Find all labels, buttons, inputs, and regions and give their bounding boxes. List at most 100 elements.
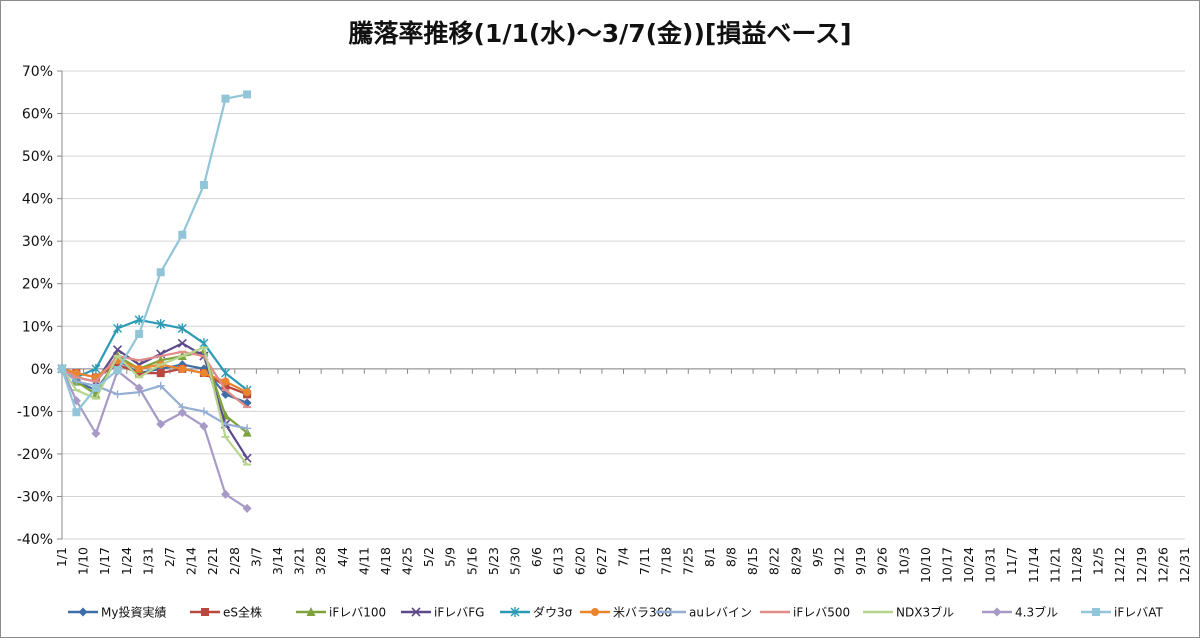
y-tick-label: 70% [22, 64, 53, 80]
x-tick-label: 7/4 [616, 547, 631, 567]
y-tick-label: 60% [22, 107, 53, 123]
data-point-marker [510, 607, 520, 617]
x-tick-label: 1/24 [119, 547, 134, 575]
series-line [61, 359, 248, 394]
x-tick-label: 10/10 [918, 547, 933, 583]
x-tick-label: 8/1 [702, 547, 717, 567]
x-tick-label: 12/31 [1177, 547, 1192, 583]
legend-label: iFレバ100 [329, 606, 386, 620]
x-tick-label: 6/6 [529, 547, 544, 567]
data-point-marker [199, 369, 208, 378]
legend-item: iFレバ500 [760, 606, 850, 620]
legend-item: iFレバAT [1081, 606, 1164, 620]
legend-item: 米バラ360 [580, 606, 672, 620]
y-tick-label: 10% [22, 319, 53, 335]
x-tick-label: 4/4 [335, 547, 350, 567]
x-tick-label: 2/28 [227, 547, 242, 575]
series-6 [58, 356, 252, 397]
x-tick-label: 11/21 [1047, 547, 1062, 583]
x-tick-label: 11/28 [1069, 547, 1084, 583]
legend-label: iFレバAT [1114, 606, 1164, 620]
x-tick-label: 2/21 [205, 547, 220, 575]
series-lines [57, 90, 252, 513]
data-point-marker [156, 319, 166, 330]
data-point-marker [221, 94, 230, 103]
x-tick-label: 2/14 [184, 547, 199, 575]
data-point-marker [178, 364, 187, 373]
series-line [61, 350, 248, 434]
legend-item: auレバイン [656, 606, 752, 620]
x-tick-label: 9/5 [810, 547, 825, 567]
data-point-marker [134, 383, 144, 393]
series-11 [58, 90, 252, 417]
x-tick-label: 4/11 [356, 547, 371, 575]
x-tick-label: 2/7 [162, 547, 177, 567]
data-point-marker [1092, 608, 1100, 616]
series-line [61, 346, 248, 466]
data-point-marker [113, 360, 122, 369]
x-tick-label: 3/14 [270, 547, 285, 575]
x-tick-label: 10/31 [983, 547, 998, 583]
legend-label: 米バラ360 [613, 606, 672, 620]
x-tick-label: 11/7 [1004, 547, 1019, 575]
x-tick-label: 12/26 [1155, 547, 1170, 583]
series-9 [58, 346, 252, 466]
data-point-marker [242, 503, 252, 513]
x-tick-label: 6/13 [551, 547, 566, 575]
x-tick-label: 8/29 [788, 547, 803, 575]
x-tick-label: 7/11 [637, 547, 652, 575]
x-tick-label: 10/17 [939, 547, 954, 583]
data-point-marker [72, 377, 81, 386]
data-point-marker [72, 408, 81, 417]
data-point-marker [667, 608, 675, 616]
data-point-marker [113, 390, 122, 399]
data-point-marker [177, 323, 187, 334]
legend: My投資実績 eS全株 iFレバ100 iFレバFG ダウ3σ 米バラ360 auレバイン i… [68, 605, 1164, 620]
y-tick-label: 50% [22, 149, 53, 165]
data-point-marker [199, 407, 208, 416]
legend-label: iFレバFG [434, 606, 484, 620]
series-line [60, 93, 248, 414]
x-tick-label: 9/26 [875, 547, 890, 575]
y-tick-label: 0% [31, 362, 53, 378]
y-tick-label: 30% [22, 234, 53, 250]
x-tick-label: 4/18 [378, 547, 393, 575]
data-point-marker [135, 364, 144, 373]
legend-label: 4.3ブル [1015, 605, 1058, 620]
axes: 70%60%50%40%30%20%10%0%-10%-20%-30%-40%1… [17, 64, 1192, 583]
legend-label: eS全株 [223, 605, 262, 620]
x-tick-label: 1/1 [54, 547, 69, 567]
data-point-marker [58, 364, 66, 373]
legend-item: iFレバ100 [296, 606, 386, 620]
data-point-marker [306, 607, 316, 616]
legend-item: iFレバFG [401, 606, 484, 620]
x-tick-label: 5/16 [464, 547, 479, 575]
x-tick-label: 9/12 [831, 547, 846, 575]
x-tick-label: 8/8 [723, 547, 738, 567]
y-tick-label: -30% [17, 489, 53, 505]
data-point-marker [199, 181, 208, 190]
data-point-marker [91, 383, 100, 392]
data-point-marker [112, 345, 123, 355]
data-point-marker [243, 90, 252, 99]
legend-label: iFレバ500 [793, 606, 850, 620]
data-point-marker [992, 607, 1002, 617]
y-tick-label: -10% [17, 404, 53, 420]
data-point-marker [221, 381, 230, 390]
data-point-marker [178, 230, 187, 239]
data-point-marker [135, 369, 144, 378]
x-tick-label: 3/21 [292, 547, 307, 575]
data-point-marker [113, 366, 122, 375]
data-point-marker [156, 369, 165, 378]
x-tick-label: 12/19 [1134, 547, 1149, 583]
x-tick-label: 6/20 [572, 547, 587, 575]
x-tick-label: 9/19 [853, 547, 868, 575]
data-point-marker [201, 608, 209, 616]
x-tick-label: 12/12 [1112, 547, 1127, 583]
x-tick-label: 11/14 [1026, 547, 1041, 583]
legend-label: auレバイン [689, 606, 752, 620]
chart-title: 騰落率推移(1/1(水)～3/7(金))[損益ベース] [349, 19, 852, 48]
x-tick-label: 6/27 [594, 547, 609, 575]
